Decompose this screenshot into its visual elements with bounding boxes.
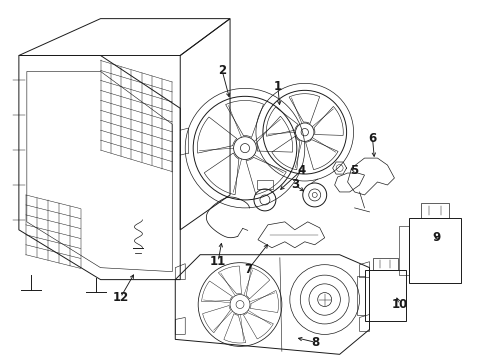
Text: 9: 9 [431,231,440,244]
Text: 8: 8 [311,336,319,349]
Text: 12: 12 [112,291,128,304]
Text: 4: 4 [297,163,305,176]
Text: 5: 5 [350,163,358,176]
Text: 10: 10 [390,298,407,311]
Text: 1: 1 [273,80,282,93]
Text: 3: 3 [290,179,298,192]
Text: 7: 7 [244,263,251,276]
Text: 2: 2 [218,64,225,77]
Text: 11: 11 [209,255,226,268]
Text: 6: 6 [367,132,376,145]
